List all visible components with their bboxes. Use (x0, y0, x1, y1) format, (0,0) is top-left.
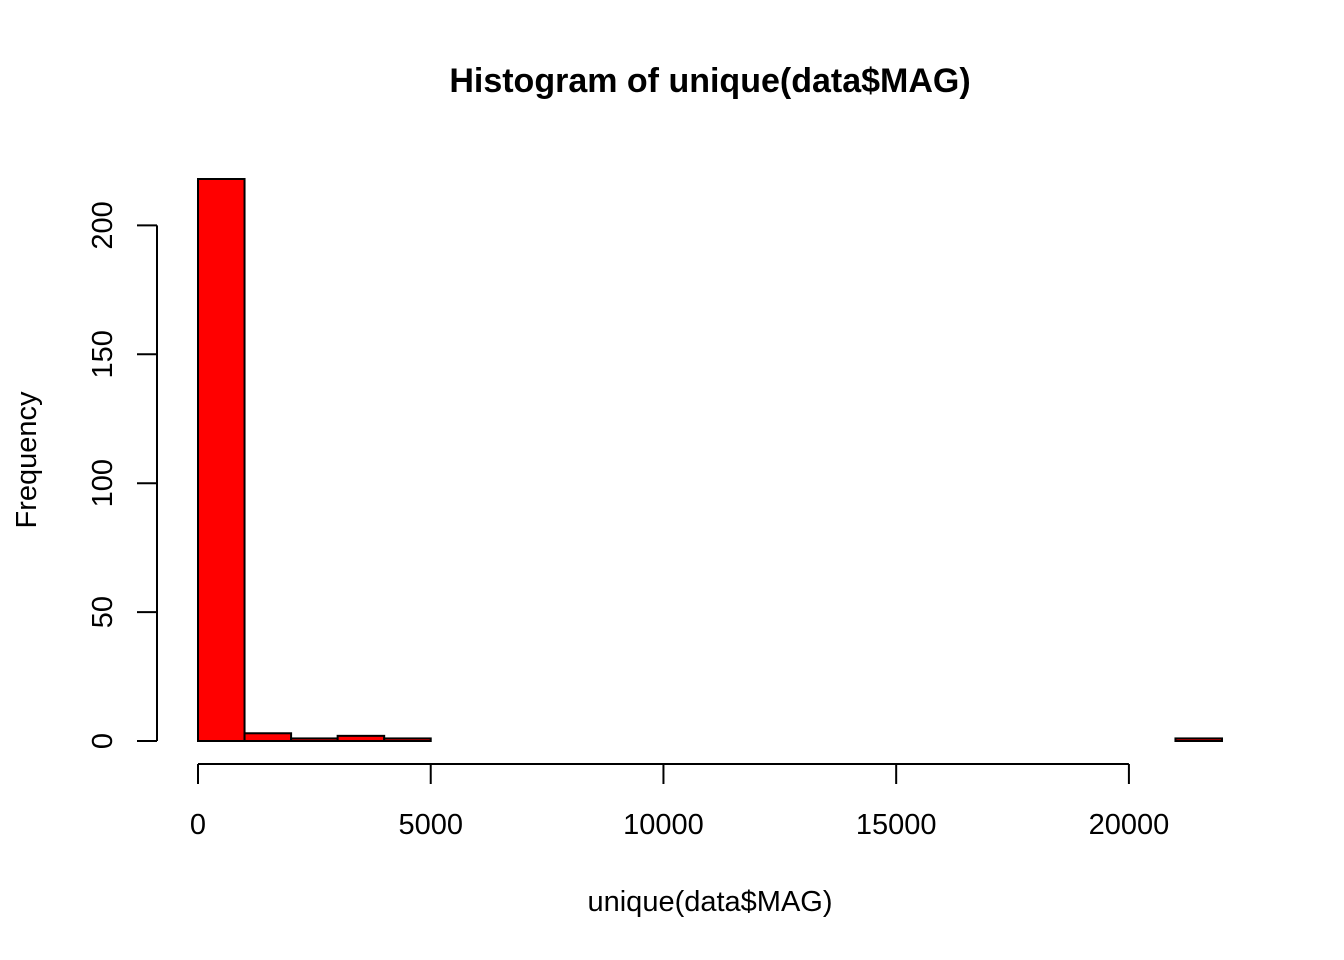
histogram-bar (198, 179, 245, 741)
x-tick-label: 0 (190, 809, 206, 841)
histogram-bar (384, 738, 431, 741)
x-tick-label: 5000 (398, 809, 463, 841)
chart-title: Histogram of unique(data$MAG) (449, 62, 970, 100)
y-tick-label: 100 (87, 459, 119, 507)
histogram-bar (1175, 738, 1222, 741)
y-tick-label: 150 (87, 330, 119, 378)
y-tick-label: 50 (87, 596, 119, 628)
histogram-bar (338, 736, 385, 741)
y-axis: 0 50 100 150 200 (87, 201, 157, 749)
y-axis-label: Frequency (11, 391, 43, 529)
x-axis-label: unique(data$MAG) (587, 886, 832, 918)
histogram-bars (198, 179, 1222, 741)
x-tick-label: 15000 (856, 809, 937, 841)
histogram-bar (291, 738, 338, 741)
histogram-bar (245, 733, 292, 741)
y-tick-label: 200 (87, 201, 119, 249)
y-tick-label: 0 (87, 733, 119, 749)
x-axis: 0 5000 10000 15000 20000 (190, 764, 1169, 841)
x-tick-label: 20000 (1089, 809, 1170, 841)
x-tick-label: 10000 (623, 809, 704, 841)
